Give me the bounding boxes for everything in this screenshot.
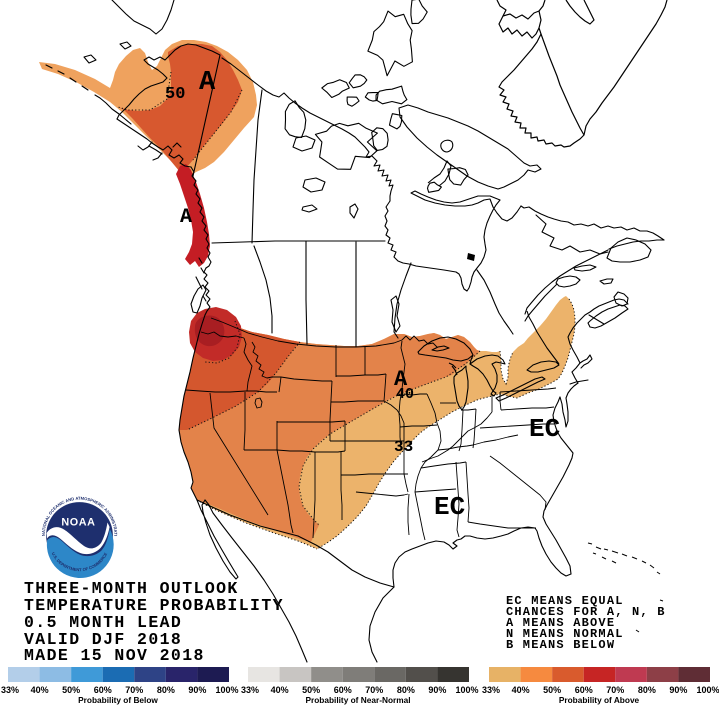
- svg-text:EC MEANS EQUAL: EC MEANS EQUAL: [506, 594, 624, 608]
- svg-text:40%: 40%: [31, 685, 49, 695]
- svg-text:90%: 90%: [188, 685, 206, 695]
- svg-text:70%: 70%: [606, 685, 624, 695]
- svg-text:A: A: [199, 68, 216, 98]
- svg-text:VALID DJF 2018: VALID DJF 2018: [24, 630, 182, 649]
- svg-text:60%: 60%: [575, 685, 593, 695]
- svg-text:A MEANS ABOVE: A MEANS ABOVE: [506, 616, 615, 630]
- svg-text:40%: 40%: [512, 685, 530, 695]
- svg-text:90%: 90%: [669, 685, 687, 695]
- svg-text:EC: EC: [434, 492, 465, 522]
- svg-text:33%: 33%: [482, 685, 500, 695]
- svg-text:33%: 33%: [1, 685, 19, 695]
- svg-text:90%: 90%: [428, 685, 446, 695]
- svg-text:B MEANS BELOW: B MEANS BELOW: [506, 638, 615, 652]
- svg-text:TEMPERATURE PROBABILITY: TEMPERATURE PROBABILITY: [24, 596, 284, 615]
- svg-text:A: A: [394, 367, 408, 392]
- svg-text:EC: EC: [529, 414, 560, 444]
- svg-text:40: 40: [396, 386, 414, 403]
- svg-text:33: 33: [394, 438, 413, 456]
- svg-text:40%: 40%: [271, 685, 289, 695]
- svg-text:THREE-MONTH OUTLOOK: THREE-MONTH OUTLOOK: [24, 579, 239, 598]
- svg-text:Probability of Near-Normal: Probability of Near-Normal: [305, 695, 410, 705]
- svg-text:A: A: [180, 206, 192, 229]
- svg-text:100%: 100%: [696, 685, 719, 695]
- svg-text:Probability of Above: Probability of Above: [559, 695, 640, 705]
- svg-text:60%: 60%: [94, 685, 112, 695]
- svg-text:80%: 80%: [638, 685, 656, 695]
- svg-text:CHANCES FOR A, N, B: CHANCES FOR A, N, B: [506, 605, 666, 619]
- svg-text:60%: 60%: [334, 685, 352, 695]
- svg-text:50%: 50%: [543, 685, 561, 695]
- svg-text:0.5 MONTH LEAD: 0.5 MONTH LEAD: [24, 613, 182, 632]
- svg-text:80%: 80%: [397, 685, 415, 695]
- svg-text:50%: 50%: [62, 685, 80, 695]
- svg-text:80%: 80%: [157, 685, 175, 695]
- svg-text:Probability of Below: Probability of Below: [78, 695, 158, 705]
- svg-text:50%: 50%: [302, 685, 320, 695]
- svg-text:100%: 100%: [455, 685, 478, 695]
- svg-text:70%: 70%: [365, 685, 383, 695]
- svg-text:MADE 15 NOV 2018: MADE 15 NOV 2018: [24, 646, 205, 665]
- svg-text:100%: 100%: [215, 685, 238, 695]
- svg-text:N MEANS NORMAL: N MEANS NORMAL: [506, 627, 624, 641]
- svg-text:33%: 33%: [241, 685, 259, 695]
- svg-text:50: 50: [165, 85, 185, 104]
- svg-text:NOAA: NOAA: [61, 517, 95, 529]
- svg-text:70%: 70%: [125, 685, 143, 695]
